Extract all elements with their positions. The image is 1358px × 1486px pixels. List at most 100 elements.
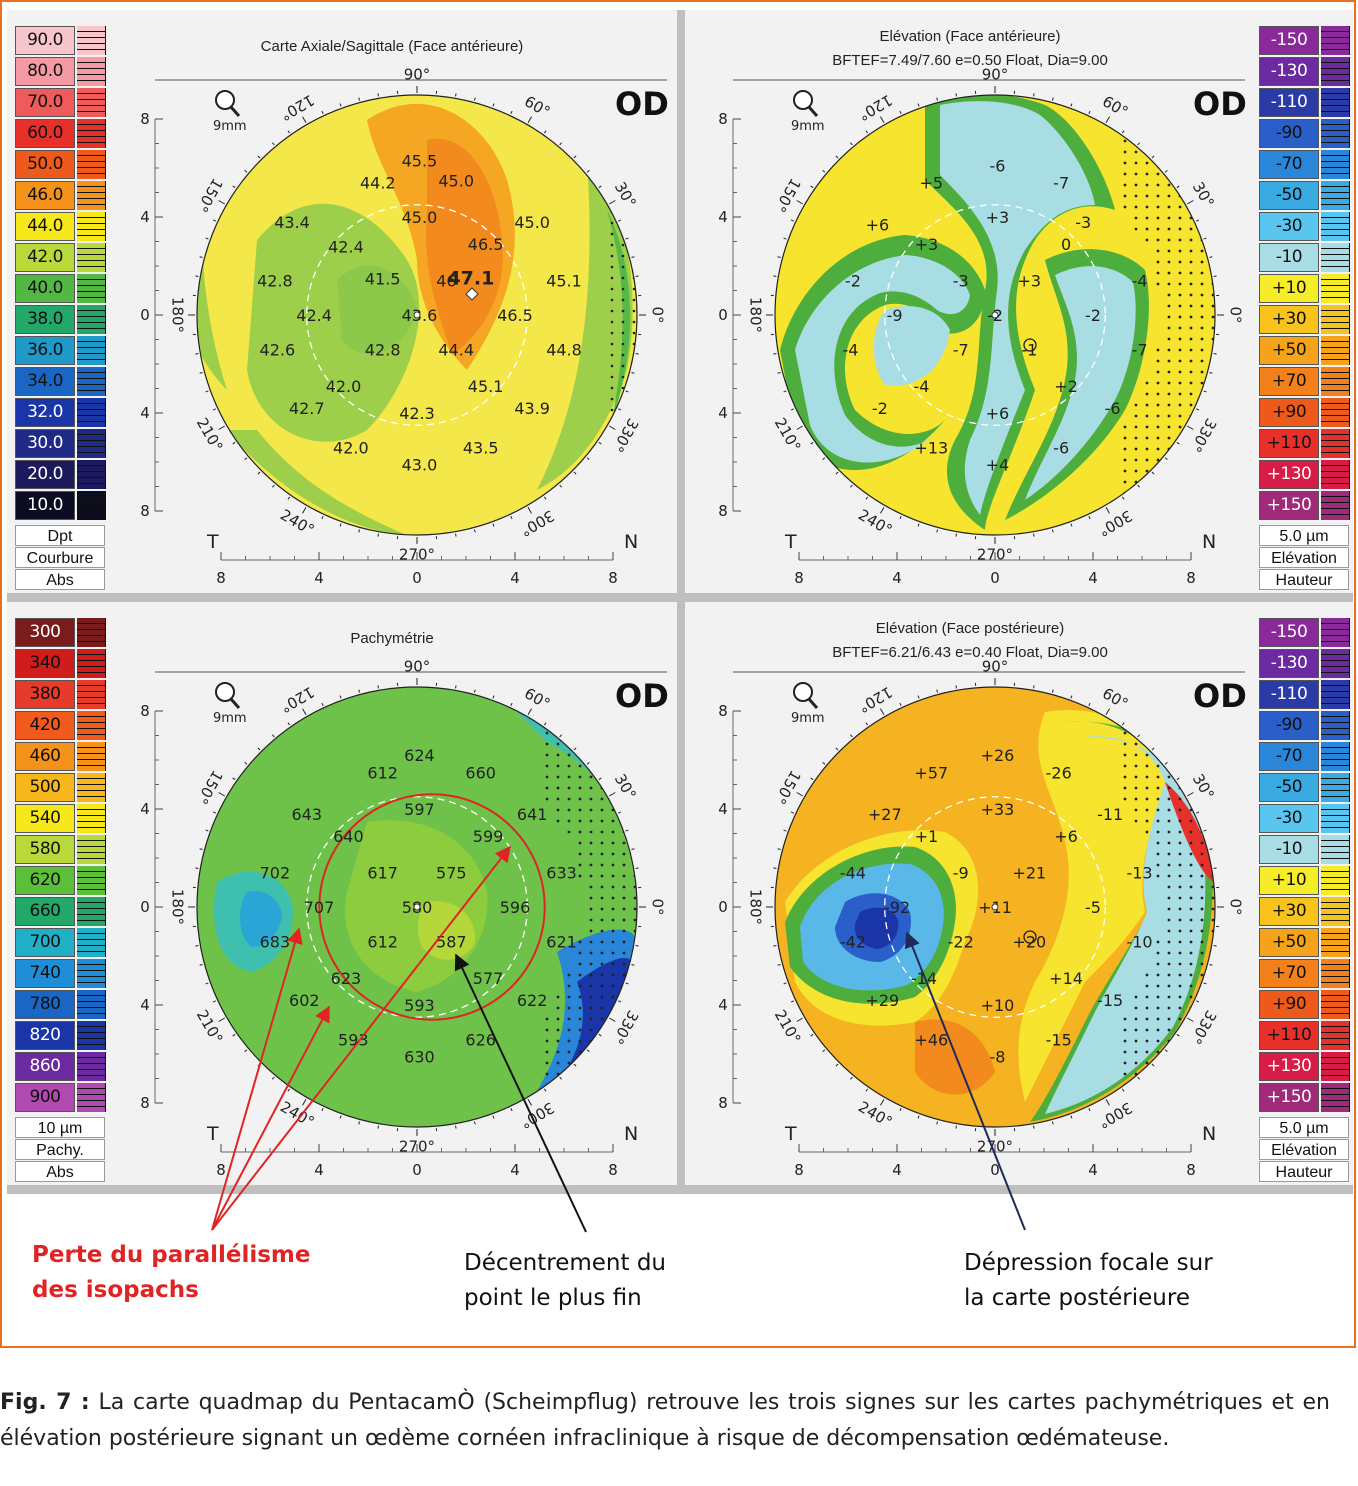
scale-value: 340 xyxy=(29,653,61,673)
scale-value: -30 xyxy=(1275,808,1303,828)
map-value: 46 xyxy=(436,272,456,291)
degree-label: 240° xyxy=(277,1098,317,1132)
scale-swatch xyxy=(15,491,75,520)
nasal-label: N xyxy=(1202,531,1216,553)
scale-value: 460 xyxy=(29,746,61,766)
map-value: 575 xyxy=(436,864,467,883)
annotation-line: point le plus fin xyxy=(464,1285,642,1311)
map-color-fill xyxy=(197,95,637,535)
zoom-icon[interactable]: 9mm xyxy=(213,682,247,726)
zoom-icon[interactable]: 9mm xyxy=(213,90,247,134)
degree-label: 210° xyxy=(771,1007,805,1047)
scale-swatch xyxy=(1259,88,1319,117)
scale-step: -30 xyxy=(1259,212,1350,243)
scale-step: 300 xyxy=(15,618,106,649)
scale-swatch xyxy=(1259,711,1319,740)
degree-label: 300° xyxy=(517,506,557,540)
scale-step: -130 xyxy=(1259,57,1350,88)
map-value: +10 xyxy=(981,996,1015,1015)
scale-tick-marks xyxy=(1321,367,1350,396)
degree-label: 0° xyxy=(649,898,667,915)
axial-map[interactable]: 90° 60° 30° 0° 330° 300° 270° 240° 210° 180° 150° 1… xyxy=(107,10,677,590)
annotation-line: Dépression focale sur xyxy=(964,1250,1213,1276)
zoom-label: 9mm xyxy=(791,119,825,134)
scale-tick-marks xyxy=(77,680,106,709)
scale-swatch xyxy=(15,866,75,895)
scale-value: -50 xyxy=(1275,777,1303,797)
map-value: -3 xyxy=(1075,213,1091,232)
map-value: +6 xyxy=(866,215,890,234)
y-tick-label: 8 xyxy=(718,1094,728,1112)
scale-tick-marks xyxy=(77,804,106,833)
scale-swatch xyxy=(1259,835,1319,864)
map-outline xyxy=(196,94,638,536)
map-value: 44.8 xyxy=(546,340,582,359)
scale-step: +50 xyxy=(1259,336,1350,367)
map-value: -4 xyxy=(1132,272,1148,291)
scale-step: +130 xyxy=(1259,1052,1350,1083)
degree-label: 60° xyxy=(521,684,553,713)
scale-step: 820 xyxy=(15,1021,106,1052)
figure-frame: 90.0 80.0 70.0 60.0 50.0 46.0 44.0 42.0 40.0 38.0… xyxy=(0,0,1356,1348)
scale-swatch xyxy=(15,773,75,802)
temporal-label: T xyxy=(206,1123,219,1145)
scale-tick-marks xyxy=(77,119,106,148)
scale-mode-label: Abs xyxy=(15,1161,105,1182)
degree-label: 240° xyxy=(855,1098,895,1132)
map-value: +13 xyxy=(914,438,948,457)
scale-step: -90 xyxy=(1259,711,1350,742)
scale-value: 500 xyxy=(29,777,61,797)
map-value: 633 xyxy=(546,864,577,883)
degree-label: 30° xyxy=(1189,179,1218,211)
pachymetry-map[interactable]: 90° 60° 30° 0° 330° 300° 270° 240° 210° 180° 150° 1… xyxy=(107,602,677,1182)
scale-tick-marks xyxy=(1321,243,1350,272)
map-value: -3 xyxy=(953,272,969,291)
map-value: -9 xyxy=(887,306,903,325)
scale-swatch xyxy=(15,367,75,396)
map-value: 42.7 xyxy=(289,399,325,418)
scale-value: 20.0 xyxy=(27,464,63,484)
scale-tick-marks xyxy=(77,897,106,926)
scale-tick-marks xyxy=(1321,680,1350,709)
panel-title: Elévation (Face postérieure) xyxy=(875,620,1065,637)
scale-value: 660 xyxy=(29,901,61,921)
map-value: -6 xyxy=(989,157,1005,176)
scale-swatch xyxy=(15,57,75,86)
scale-swatch xyxy=(15,398,75,427)
scale-tick-marks xyxy=(1321,212,1350,241)
posterior-elevation-map[interactable]: 90° 60° 30° 0° 330° 300° 270° 240° 210° 180° 150° 1… xyxy=(685,602,1255,1182)
scale-unit-label: 5.0 µm xyxy=(1259,525,1349,546)
map-value: -9 xyxy=(953,864,969,883)
scale-value: -30 xyxy=(1275,216,1303,236)
map-value: +5 xyxy=(920,174,944,193)
scale-step: 900 xyxy=(15,1083,106,1114)
x-axis: 8 4 0 4 8 xyxy=(216,552,618,587)
anterior-elevation-map[interactable]: 90° 60° 30° 0° 330° 300° 270° 240° 210° 180° 150° 1… xyxy=(685,10,1255,590)
x-tick-label: 8 xyxy=(1186,1161,1196,1179)
zoom-icon[interactable]: 9mm xyxy=(791,90,825,134)
scale-value: 30.0 xyxy=(27,433,63,453)
scale-tick-marks xyxy=(1321,866,1350,895)
zone-circle xyxy=(884,204,1106,426)
x-tick-label: 8 xyxy=(1186,569,1196,587)
scale-tick-marks xyxy=(77,618,106,647)
panel-title: Carte Axiale/Sagittale (Face antérieure) xyxy=(260,38,524,55)
degree-label: 180° xyxy=(747,889,765,925)
x-tick-label: 8 xyxy=(608,1161,618,1179)
scale-step: 34.0 xyxy=(15,367,106,398)
scale-tick-marks xyxy=(1321,835,1350,864)
x-axis: 8 4 0 4 8 xyxy=(216,1144,618,1179)
scale-value: 80.0 xyxy=(27,61,63,81)
scale-value: +50 xyxy=(1271,340,1307,360)
scale-tick-marks xyxy=(1321,711,1350,740)
scale-tick-marks xyxy=(1321,150,1350,179)
pachymetry-panel: 300 340 380 420 460 500 540 580 620 660 700 740 780 8… xyxy=(7,602,677,1185)
map-value: 596 xyxy=(500,898,531,917)
scale-type-label: Pachy. xyxy=(15,1139,105,1160)
temporal-label: T xyxy=(784,531,797,553)
nasal-label: N xyxy=(624,1123,638,1145)
scale-value: -110 xyxy=(1270,92,1308,112)
isopachs-annotation: Perte du parallélisme des isopachs xyxy=(32,1238,310,1308)
zoom-icon[interactable]: 9mm xyxy=(791,682,825,726)
scale-swatch xyxy=(1259,990,1319,1019)
